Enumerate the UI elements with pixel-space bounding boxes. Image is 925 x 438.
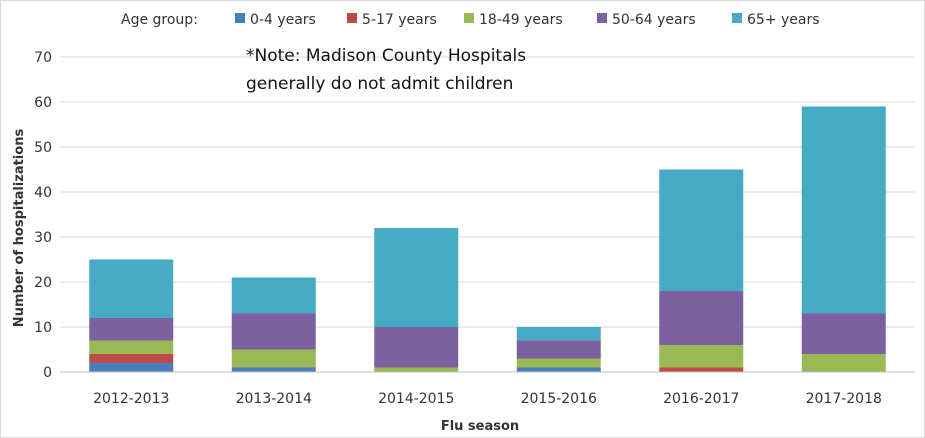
bar-segment-18-49-years <box>89 340 174 354</box>
bar-segment-18-49-years <box>801 354 886 372</box>
bar-segment-18-49-years <box>231 349 316 368</box>
y-axis-tick-labels: 0 10 20 30 40 50 60 70 <box>34 50 52 381</box>
bar-segment-50-64-years <box>659 291 744 345</box>
legend-swatch <box>732 13 742 23</box>
x-tick-label: 2016-2017 <box>663 391 739 407</box>
x-tick-label: 2015-2016 <box>521 391 597 407</box>
x-tick-label: 2012-2013 <box>93 391 169 407</box>
y-axis-title: Number of hospitalizations <box>12 129 27 328</box>
bar-segment-65-years <box>374 228 459 327</box>
legend-swatch <box>347 13 357 23</box>
y-tick-label: 20 <box>34 275 52 291</box>
bar-segment-0-4-years <box>516 367 601 372</box>
y-tick-label: 30 <box>34 230 52 246</box>
legend-label: 65+ years <box>747 12 820 28</box>
x-tick-label: 2017-2018 <box>806 391 882 407</box>
bar-segment-18-49-years <box>659 345 744 368</box>
note-line-2: generally do not admit children <box>246 74 513 94</box>
bar-segment-50-64-years <box>89 318 174 341</box>
bar-segment-50-64-years <box>516 340 601 359</box>
bar-segment-65-years <box>231 277 316 314</box>
y-tick-label: 10 <box>34 320 52 336</box>
legend-swatch <box>597 13 607 23</box>
legend-label: 5-17 years <box>362 12 437 28</box>
bar-segment-65-years <box>659 169 744 291</box>
bar-segment-65-years <box>801 106 886 314</box>
note-line-1: *Note: Madison County Hospitals <box>246 46 526 66</box>
y-tick-label: 0 <box>43 365 52 381</box>
bar-segment-65-years <box>516 327 601 341</box>
y-tick-label: 60 <box>34 95 52 111</box>
legend-label: 18-49 years <box>479 12 563 28</box>
bar-segment-18-49-years <box>374 367 459 372</box>
x-axis-tick-labels: 2012-2013 2013-2014 2014-2015 2015-2016 2016… <box>93 391 882 407</box>
y-tick-label: 40 <box>34 185 52 201</box>
legend-title: Age group: <box>121 12 198 28</box>
bar-segment-50-64-years <box>231 313 316 350</box>
y-tick-label: 70 <box>34 50 52 66</box>
gridlines <box>60 56 915 328</box>
bar-segment-0-4-years <box>231 367 316 372</box>
legend: Age group: 0-4 years 5-17 years 18-49 year… <box>121 12 820 28</box>
x-tick-label: 2014-2015 <box>378 391 454 407</box>
legend-swatch <box>235 13 245 23</box>
legend-label: 50-64 years <box>612 12 696 28</box>
bar-segment-5-17-years <box>659 367 744 372</box>
legend-label: 0-4 years <box>250 12 316 28</box>
bar-segment-65-years <box>89 259 174 318</box>
legend-swatch <box>464 13 474 23</box>
x-axis-title: Flu season <box>441 419 519 434</box>
bar-segment-50-64-years <box>801 313 886 354</box>
y-tick-label: 50 <box>34 140 52 156</box>
x-tick-label: 2013-2014 <box>236 391 312 407</box>
bars <box>89 106 886 372</box>
bar-segment-5-17-years <box>89 354 174 363</box>
bar-segment-50-64-years <box>374 327 459 368</box>
bar-segment-18-49-years <box>516 358 601 368</box>
bar-segment-0-4-years <box>89 363 174 372</box>
